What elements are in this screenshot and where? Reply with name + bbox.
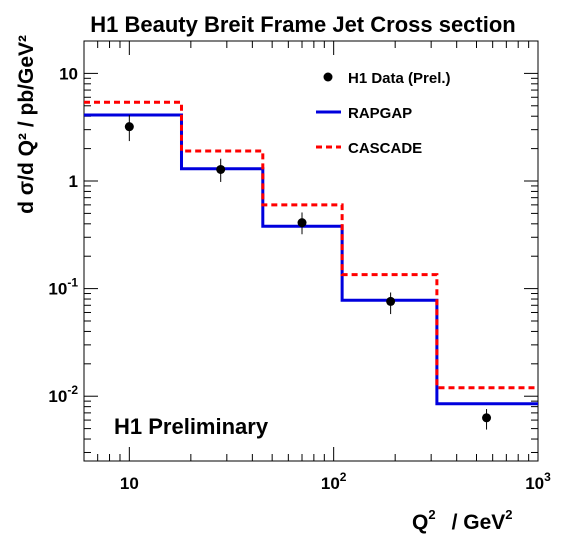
legend-label-data: H1 Data (Prel.) <box>348 70 451 87</box>
x-tick-label: 102 <box>321 470 347 493</box>
x-tick-label: 103 <box>525 470 551 493</box>
legend-label-rapgap: RAPGAP <box>348 105 412 122</box>
legend-marker-data <box>323 72 333 82</box>
data-point <box>482 413 492 423</box>
data-point <box>297 218 307 228</box>
annotation-h1-preliminary: H1 Preliminary <box>114 414 269 439</box>
legend-label-cascade: CASCADE <box>348 140 422 157</box>
x-axis-label-q-sup: 2 <box>428 507 435 522</box>
plot-frame <box>83 40 539 462</box>
y-tick-label: 1 <box>69 172 78 191</box>
histogram-rapgap <box>84 113 538 406</box>
chart-title: H1 Beauty Breit Frame Jet Cross section <box>90 12 516 37</box>
data-point <box>386 296 396 306</box>
axis-ticks <box>83 40 539 461</box>
x-tick-label: 10 <box>120 474 139 493</box>
x-axis-label: Q2/ GeV2 <box>412 507 513 534</box>
histograms <box>84 100 538 406</box>
y-axis-label: d σ/d Q² / pb/GeV² <box>15 35 38 214</box>
legend: H1 Data (Prel.) RAPGAP CASCADE <box>316 70 451 157</box>
y-tick-label: 10-1 <box>48 276 78 299</box>
x-axis-label-unit-sup: 2 <box>505 507 512 522</box>
x-axis-label-unit: / GeV <box>452 511 506 534</box>
data-point <box>124 122 134 132</box>
y-tick-label: 10 <box>59 64 78 83</box>
tick-labels: 10 102 103 10-2 10-1 1 10 <box>48 64 551 493</box>
histogram-cascade <box>84 100 538 390</box>
x-axis-label-q: Q <box>412 511 428 534</box>
y-tick-label: 10-2 <box>48 383 78 406</box>
data-point <box>216 164 226 174</box>
data-points <box>124 115 492 430</box>
